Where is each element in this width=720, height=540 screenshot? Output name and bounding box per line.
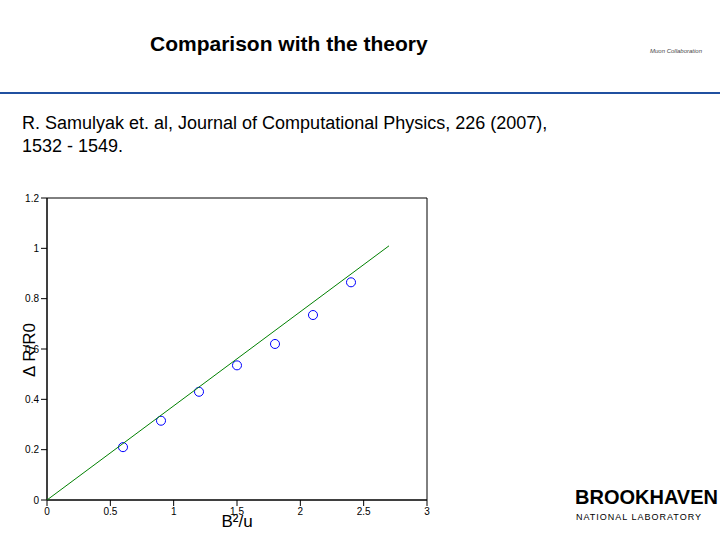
- svg-text:0.4: 0.4: [25, 394, 39, 405]
- svg-text:2.5: 2.5: [357, 506, 371, 517]
- svg-text:0: 0: [44, 506, 50, 517]
- svg-text:1: 1: [171, 506, 177, 517]
- svg-text:0.2: 0.2: [25, 444, 39, 455]
- svg-text:0.5: 0.5: [103, 506, 117, 517]
- svg-text:1: 1: [33, 243, 39, 254]
- svg-text:3: 3: [424, 506, 430, 517]
- svg-text:0.8: 0.8: [25, 293, 39, 304]
- svg-text:1.2: 1.2: [25, 193, 39, 204]
- svg-text:0: 0: [33, 495, 39, 506]
- svg-text:2: 2: [298, 506, 304, 517]
